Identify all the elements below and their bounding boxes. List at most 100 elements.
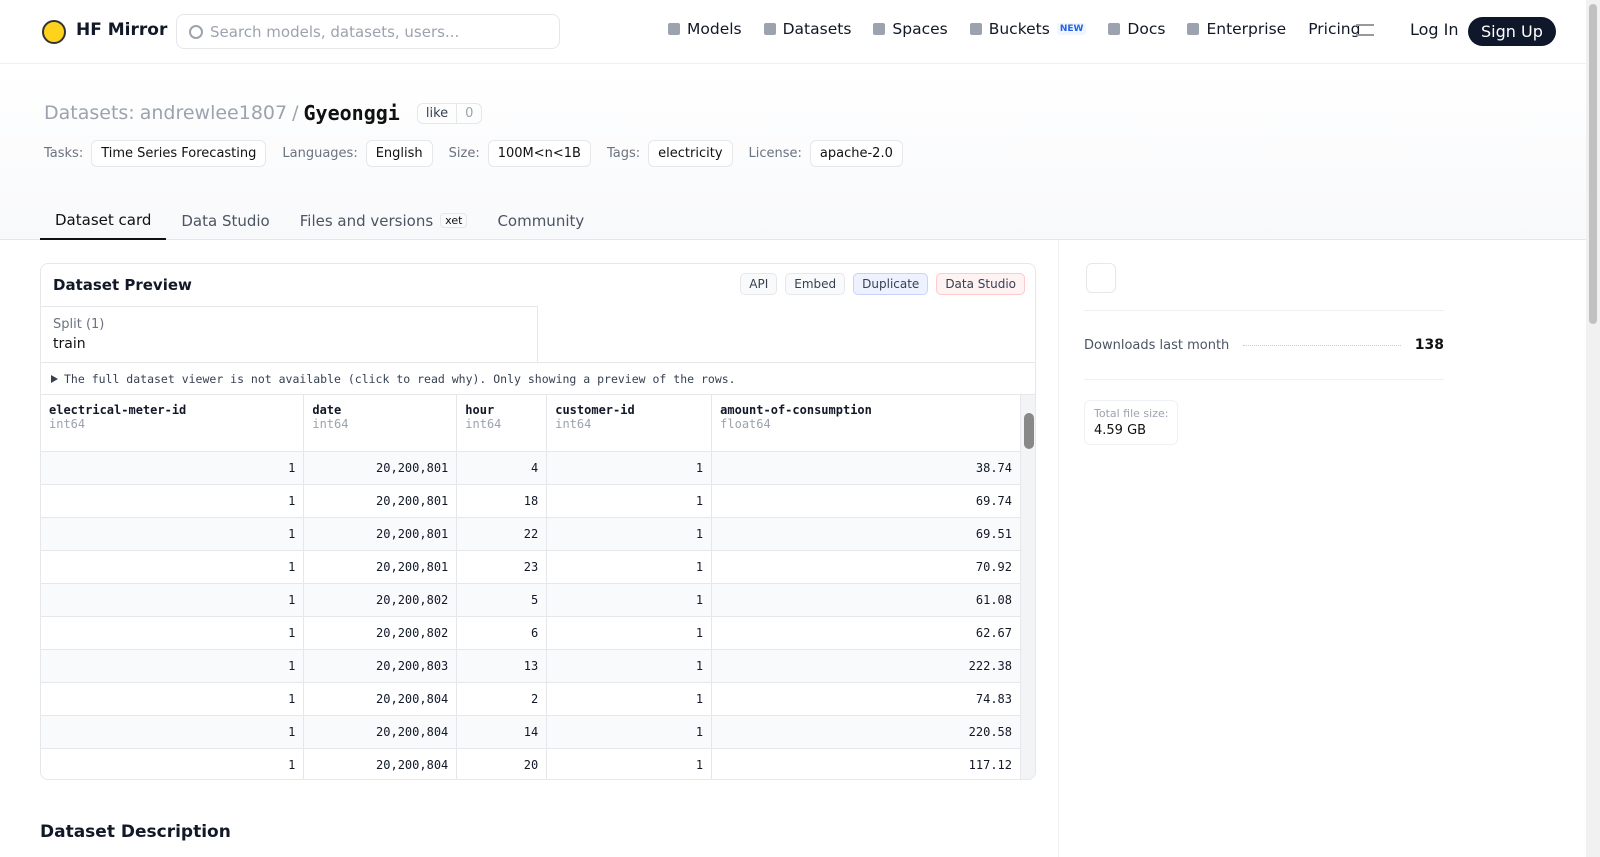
nav-link[interactable]: Buckets NEW — [969, 20, 1087, 38]
logo[interactable] — [42, 20, 66, 44]
like-label[interactable]: like — [425, 105, 449, 121]
signup-button[interactable]: Sign Up — [1468, 17, 1556, 46]
table-row: 1 20,200,804 2 1 74.83 — [41, 682, 1021, 716]
nav-link-text[interactable]: Spaces — [892, 20, 948, 38]
nav-link[interactable]: Enterprise — [1187, 20, 1286, 38]
table-cell: 18 — [456, 484, 548, 518]
brand[interactable]: HF Mirror — [76, 20, 168, 40]
navbar: HF Mirror Search models, datasets, users… — [0, 0, 1586, 64]
nav-link-text[interactable]: Models — [687, 20, 742, 38]
tag-group: Size: 100M<n<1B — [449, 140, 591, 167]
repo-title: Datasets: andrewlee1807 / Gyeonggi like 0 — [44, 101, 483, 125]
downloads-count: 138 — [1414, 337, 1444, 353]
table-cell: 1 — [41, 550, 305, 584]
nav-link-text[interactable]: Datasets — [782, 20, 852, 38]
table-cell: 1 — [41, 616, 305, 650]
nav-link[interactable]: Models — [668, 20, 742, 38]
column-type: int64 — [49, 417, 86, 431]
table-cell: 1 — [41, 484, 305, 518]
preview-button[interactable]: Duplicate — [853, 273, 929, 295]
tag-label: Tags: — [606, 146, 641, 161]
repo-name[interactable]: Gyeonggi — [303, 101, 400, 125]
divider — [1058, 240, 1059, 857]
new-badge: NEW — [1056, 23, 1087, 35]
data-table: electrical-meter-id int64 date int64 hour int… — [41, 395, 1021, 779]
nav-link-text[interactable]: Enterprise — [1206, 20, 1287, 38]
tag[interactable]: apache-2.0 — [809, 140, 903, 167]
column-header[interactable]: customer-id int64 — [546, 395, 713, 452]
tab-label[interactable]: Community — [497, 211, 585, 230]
table-cell: 61.08 — [711, 583, 1021, 617]
tab-label[interactable]: Files and versions — [299, 211, 434, 230]
table-cell: 20 — [456, 748, 548, 779]
scroll-thumb[interactable] — [1024, 413, 1034, 449]
table-cell: 1 — [546, 748, 713, 779]
column-header[interactable]: electrical-meter-id int64 — [41, 395, 305, 452]
like-count: 0 — [456, 103, 481, 123]
table-row: 1 20,200,802 5 1 61.08 — [41, 583, 1021, 617]
viewer-notice[interactable]: The full dataset viewer is not available… — [41, 362, 1035, 395]
scroll-thumb[interactable] — [1589, 4, 1597, 324]
table-scrollbar[interactable] — [1021, 395, 1035, 779]
preview-button[interactable]: API — [740, 273, 778, 295]
repo-header: Datasets: andrewlee1807 / Gyeonggi like 0… — [0, 65, 1586, 240]
login-link[interactable]: Log In — [1410, 20, 1459, 39]
tab[interactable]: Data Studio — [166, 201, 284, 240]
nav-link[interactable]: Datasets — [763, 20, 852, 38]
page-scrollbar[interactable] — [1586, 0, 1600, 857]
table-cell: 1 — [546, 682, 713, 716]
nav-links: Models Datasets Spaces Buckets NEW Docs Enterp… — [668, 20, 1360, 38]
table-cell: 20,200,802 — [303, 583, 458, 617]
tag[interactable]: electricity — [648, 140, 733, 167]
tag[interactable]: English — [365, 140, 433, 167]
owner[interactable]: andrewlee1807 — [139, 102, 288, 124]
split-value[interactable]: train — [53, 336, 86, 352]
table-row: 1 20,200,804 20 1 117.12 — [41, 748, 1021, 779]
nav-link[interactable]: Pricing — [1308, 20, 1360, 38]
tab-label[interactable]: Data Studio — [181, 211, 270, 230]
nav-link[interactable]: Docs — [1108, 20, 1165, 38]
nav-link-text[interactable]: Buckets — [988, 20, 1050, 38]
table-cell: 117.12 — [711, 748, 1021, 779]
column-header[interactable]: hour int64 — [456, 395, 548, 452]
tab[interactable]: Community — [482, 201, 599, 240]
nav-link-text[interactable]: Pricing — [1308, 20, 1361, 38]
nav-link-text[interactable]: Docs — [1127, 20, 1166, 38]
tab-label[interactable]: Dataset card — [55, 210, 152, 229]
column-name: amount-of-consumption — [720, 403, 872, 417]
file-size: Total file size: 4.59 GB — [1084, 400, 1179, 445]
table-cell: 69.74 — [711, 484, 1021, 518]
preview-buttons: API Embed Duplicate Data Studio — [740, 273, 1025, 295]
like-button[interactable]: like 0 — [416, 102, 483, 124]
tab[interactable]: Dataset card — [40, 201, 167, 240]
table-cell: 1 — [41, 748, 305, 779]
nav-icon — [1187, 23, 1200, 35]
table-cell: 1 — [41, 451, 305, 485]
column-header[interactable]: date int64 — [303, 395, 458, 452]
nav-icon — [969, 23, 982, 35]
table-cell: 222.38 — [711, 649, 1021, 683]
table-cell: 69.51 — [711, 517, 1021, 551]
tab[interactable]: Files and versions xet — [285, 201, 483, 240]
preview-button[interactable]: Embed — [785, 273, 846, 295]
table-row: 1 20,200,804 14 1 220.58 — [41, 715, 1021, 749]
search-box[interactable]: Search models, datasets, users... — [176, 14, 560, 49]
tag[interactable]: 100M<n<1B — [487, 140, 591, 167]
prefix[interactable]: Datasets: — [44, 102, 135, 124]
more-button[interactable] — [1086, 263, 1116, 293]
column-name: date — [312, 403, 342, 417]
table-cell: 38.74 — [711, 451, 1021, 485]
table-row: 1 20,200,801 22 1 69.51 — [41, 517, 1021, 551]
table-cell: 1 — [41, 715, 305, 749]
column-header[interactable]: amount-of-consumption float64 — [711, 395, 1021, 452]
tag[interactable]: Time Series Forecasting — [91, 140, 267, 167]
table-cell: 20,200,801 — [303, 517, 458, 551]
preview-button[interactable]: Data Studio — [936, 273, 1025, 295]
nav-link[interactable]: Spaces — [873, 20, 948, 38]
tag-list: Tasks: Time Series Forecasting Languages: E… — [44, 140, 903, 167]
file-size-label: Total file size: — [1094, 407, 1169, 420]
table-cell: 1 — [546, 649, 713, 683]
split-select[interactable]: Split (1) train — [41, 306, 538, 362]
menu-button[interactable] — [1356, 24, 1374, 36]
tag-group: License: apache-2.0 — [749, 140, 903, 167]
